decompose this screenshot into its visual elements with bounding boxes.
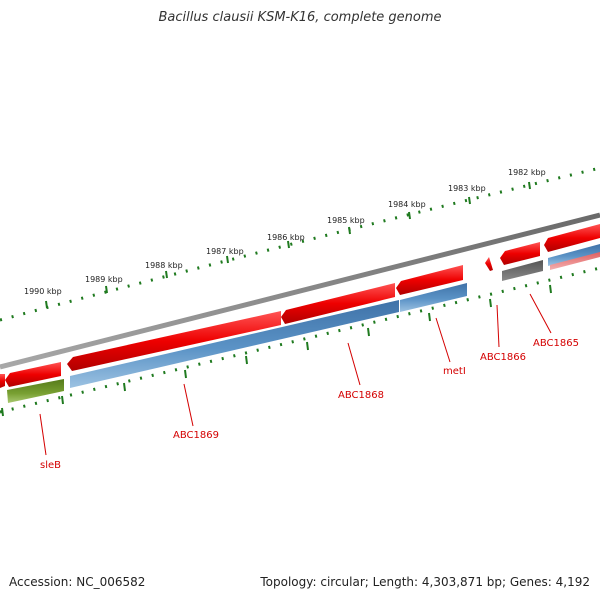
scale-label-1985: 1985 kbp — [327, 216, 365, 225]
scale-label-1989: 1989 kbp — [85, 275, 123, 284]
forward-cds-feature — [485, 257, 493, 271]
scale-label-1984: 1984 kbp — [388, 200, 426, 209]
gene-label-abc1865: ABC1865 — [533, 338, 579, 349]
gene-leader-lines — [39, 293, 552, 456]
gene-label-abc1868: ABC1868 — [338, 390, 384, 401]
inner-tick-ring — [0, 266, 600, 417]
gene-label-meti: metI — [443, 366, 466, 377]
forward-strand-features — [0, 224, 600, 388]
reverse-cds-feature — [548, 244, 600, 266]
forward-cds-feature — [0, 374, 5, 388]
backbone-ring — [0, 212, 600, 370]
reverse-cds-feature — [550, 252, 600, 270]
forward-cds-feature — [281, 283, 395, 324]
reverse-cds-feature — [7, 379, 64, 403]
gene-label-abc1866: ABC1866 — [480, 352, 526, 363]
topology-text: Topology: circular; Length: 4,303,871 bp… — [260, 575, 590, 589]
gene-label-sleb: sleB — [40, 460, 61, 471]
scale-label-1986: 1986 kbp — [267, 233, 305, 242]
accession-text: Accession: NC_006582 — [9, 575, 146, 589]
forward-cds-feature — [396, 265, 463, 295]
reverse-cds-feature — [502, 260, 543, 281]
scale-label-1987: 1987 kbp — [206, 247, 244, 256]
map-title: Bacillus clausii KSM-K16, complete genom… — [158, 10, 442, 25]
forward-cds-feature — [500, 242, 540, 265]
scale-label-1982: 1982 kbp — [508, 168, 546, 177]
outer-tick-ring — [0, 166, 600, 322]
gene-label-abc1869: ABC1869 — [173, 430, 219, 441]
forward-cds-feature — [67, 311, 281, 371]
scale-label-1983: 1983 kbp — [448, 184, 486, 193]
scale-label-1990: 1990 kbp — [24, 287, 62, 296]
forward-cds-feature — [544, 224, 600, 252]
reverse-cds-feature — [400, 283, 467, 312]
gene-labels: ABC1865 ABC1866 metI ABC1868 ABC1869 sle… — [40, 338, 579, 471]
scale-labels: 1982 kbp 1983 kbp 1984 kbp 1985 kbp 1986… — [24, 168, 546, 296]
scale-label-1988: 1988 kbp — [145, 261, 183, 270]
forward-cds-feature — [5, 362, 61, 387]
reverse-cds-feature — [70, 300, 399, 388]
reverse-strand-features — [7, 244, 600, 403]
